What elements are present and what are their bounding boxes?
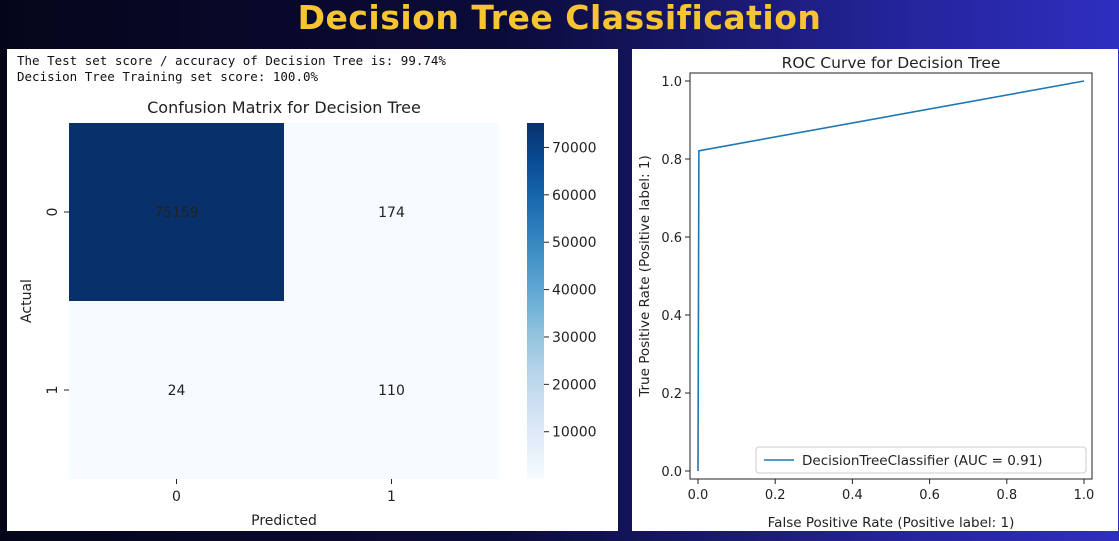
- y-tick-label: 0.2: [661, 387, 682, 402]
- colorbar: [527, 123, 544, 479]
- x-tick-label: 0: [172, 489, 181, 505]
- plot-frame: [689, 72, 1093, 480]
- heatmap-cell: [69, 301, 284, 479]
- x-tick-label: 1: [387, 489, 396, 505]
- test-score-text: The Test set score / accuracy of Decisio…: [17, 53, 446, 68]
- roc-curve-chart: ROC Curve for Decision Tree 0.0 0.2 0.4 0.6 0…: [637, 54, 1095, 531]
- y-tick-label: 0.6: [661, 231, 682, 246]
- y-axis-label: True Positive Rate (Positive label: 1): [637, 155, 653, 398]
- y-tick-label: 0.4: [661, 309, 682, 324]
- x-tick-label: 0.8: [996, 488, 1017, 503]
- x-axis-label: False Positive Rate (Positive label: 1): [768, 515, 1015, 531]
- colorbar-tick-label: 70000: [552, 140, 597, 156]
- x-axis-label: Predicted: [251, 513, 317, 529]
- y-tick-label: 0.8: [661, 153, 682, 168]
- colorbar-tick-label: 40000: [552, 283, 597, 299]
- x-tick-label: 0.6: [919, 488, 940, 503]
- confusion-matrix-panel: The Test set score / accuracy of Decisio…: [7, 49, 618, 531]
- colorbar-tick-label: 20000: [552, 377, 597, 393]
- y-tick-label: 0.0: [661, 465, 682, 480]
- colorbar-tick-label: 60000: [552, 188, 597, 204]
- cell-value-label: 75159: [154, 205, 199, 221]
- chart-title: Confusion Matrix for Decision Tree: [147, 98, 421, 117]
- y-tick-label: 1: [45, 386, 61, 395]
- y-tick-label: 1.0: [661, 75, 682, 90]
- legend-box: [755, 446, 1087, 474]
- roc-panel: ROC Curve for Decision Tree 0.0 0.2 0.4 0.6 0…: [632, 49, 1118, 531]
- heatmap-cell: [284, 123, 499, 301]
- chart-title: ROC Curve for Decision Tree: [782, 54, 1001, 72]
- cell-value-label: 110: [378, 383, 405, 399]
- heatmap-cell: [69, 123, 284, 301]
- x-tick-label: 0.4: [842, 488, 863, 503]
- cell-value-label: 24: [168, 383, 186, 399]
- colorbar-tick-label: 50000: [552, 235, 597, 251]
- x-tick-label: 1.0: [1074, 488, 1095, 503]
- cell-value-label: 174: [378, 205, 405, 221]
- legend-label: DecisionTreeClassifier (AUC = 0.91): [802, 453, 1043, 469]
- y-axis-label: Actual: [19, 279, 35, 323]
- roc-curve-line: [697, 80, 1085, 472]
- train-score-text: Decision Tree Training set score: 100.0%: [17, 69, 319, 84]
- heatmap-cell: [284, 301, 499, 479]
- y-tick-label: 0: [45, 208, 61, 217]
- colorbar-tick-label: 10000: [552, 425, 597, 441]
- x-tick-label: 0.0: [688, 488, 709, 503]
- confusion-matrix-chart: Confusion Matrix for Decision Tree 75159 1…: [19, 98, 597, 529]
- page-title: Decision Tree Classification: [297, 0, 822, 37]
- colorbar-tick-label: 30000: [552, 330, 597, 346]
- x-tick-label: 0.2: [765, 488, 786, 503]
